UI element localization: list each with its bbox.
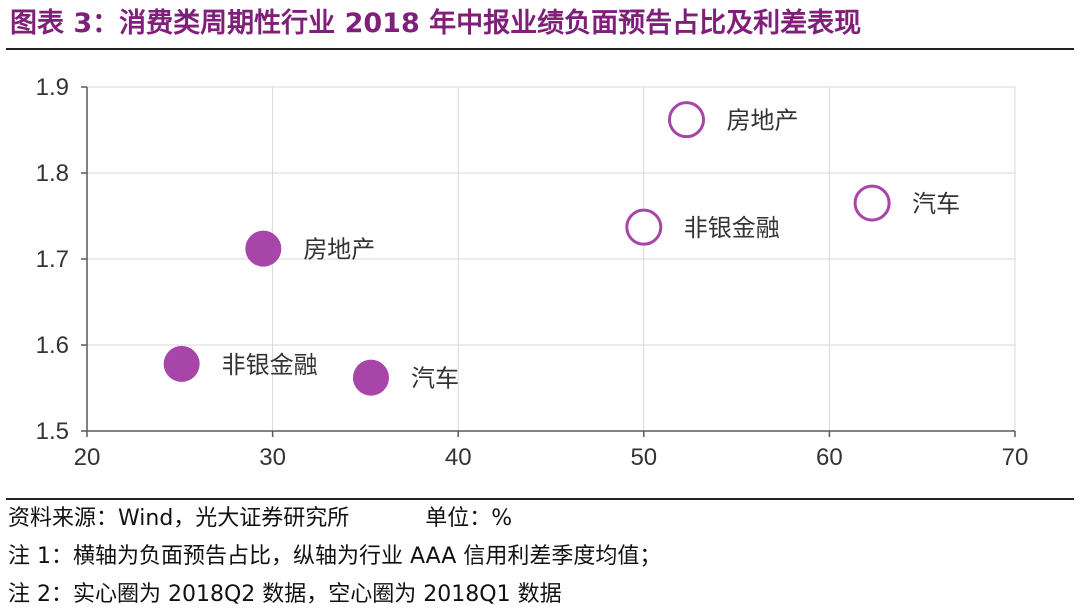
y-tick-label: 1.6 (36, 332, 69, 359)
data-point-filled (245, 230, 282, 267)
x-tick-label: 30 (259, 444, 286, 471)
y-tick-label: 1.8 (36, 160, 69, 187)
source-text: 资料来源：Wind，光大证券研究所 (8, 506, 350, 531)
data-point-hollow (853, 184, 891, 222)
title-divider (6, 48, 1074, 50)
data-label: 非银金融 (684, 214, 780, 242)
unit-text: 单位：% (425, 506, 513, 531)
data-point-hollow (625, 208, 663, 246)
chart-title: 图表 3：消费类周期性行业 2018 年中报业绩负面预告占比及利差表现 (10, 8, 862, 39)
y-tick-label: 1.7 (36, 246, 69, 273)
x-tick-label: 70 (1002, 444, 1029, 471)
note-1: 注 1：横轴为负面预告占比，纵轴为行业 AAA 信用利差季度均值； (8, 544, 662, 569)
y-tick-label: 1.9 (36, 74, 69, 101)
data-label: 非银金融 (222, 351, 318, 379)
data-label: 汽车 (411, 365, 459, 393)
x-tick-label: 20 (74, 444, 101, 471)
data-label: 房地产 (303, 236, 375, 264)
data-label: 汽车 (912, 190, 960, 218)
data-point-filled (352, 359, 389, 396)
x-tick-label: 40 (445, 444, 472, 471)
data-label: 房地产 (726, 107, 798, 135)
note-2: 注 2：实心圈为 2018Q2 数据，空心圈为 2018Q1 数据 (8, 582, 562, 607)
x-tick-label: 60 (816, 444, 843, 471)
axis-layer: 20 30 40 50 60 70 1.5 1.6 1.7 1.8 1.9 (36, 74, 1029, 471)
grid-layer (87, 86, 1016, 431)
source-line: 资料来源：Wind，光大证券研究所 单位：% (8, 504, 512, 534)
y-tick-label: 1.5 (36, 418, 69, 445)
data-point-hollow (667, 101, 705, 139)
data-point-filled (163, 345, 200, 382)
footer-divider (6, 498, 1074, 500)
x-tick-label: 50 (630, 444, 657, 471)
